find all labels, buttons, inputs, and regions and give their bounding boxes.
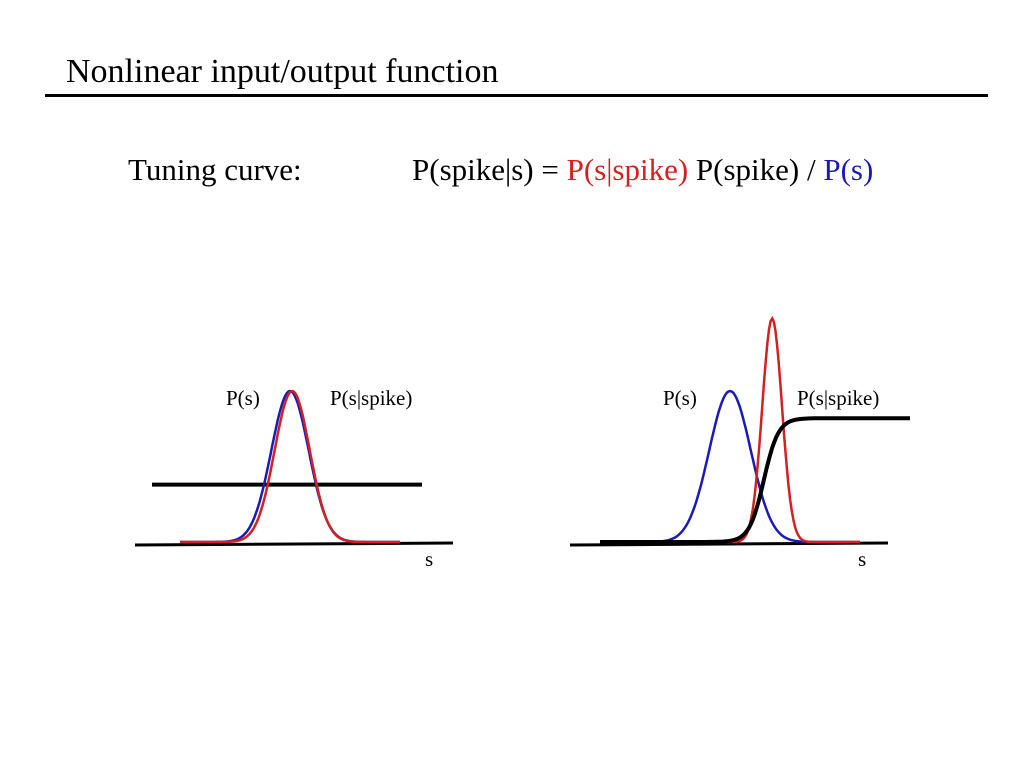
right-prior-s-label: P(s): [663, 386, 697, 410]
right-tuning-curve: [600, 416, 910, 544]
right-likelihood-label: P(s|spike): [797, 386, 879, 410]
left-x-axis: [134, 541, 454, 547]
formula-lhs: P(spike|s) =: [412, 152, 567, 187]
right-x-axis-label: s: [858, 547, 866, 571]
left-prior-s-curve: [180, 389, 400, 544]
left-likelihood-label: P(s|spike): [330, 386, 412, 410]
tuning-curve-label: Tuning curve:: [128, 152, 302, 187]
title-divider: [45, 94, 988, 97]
left-plot: P(s) P(s|spike) s: [134, 386, 454, 571]
bayes-formula: P(spike|s) = P(s|spike) P(spike) / P(s): [412, 150, 873, 190]
left-likelihood-curve: [180, 389, 400, 544]
formula-prior-s: P(s): [823, 152, 874, 187]
left-x-axis-label: s: [425, 547, 433, 571]
right-x-axis: [569, 541, 889, 547]
formula-likelihood: P(s|spike): [566, 152, 689, 187]
right-prior-s-curve: [600, 389, 860, 544]
formula-prior-spike: P(spike) /: [688, 152, 824, 187]
slide-title: Nonlinear input/output function: [66, 53, 499, 90]
right-likelihood-curve: [600, 315, 860, 544]
right-plot: P(s) P(s|spike) s: [569, 315, 910, 571]
left-prior-s-label: P(s): [226, 386, 260, 410]
